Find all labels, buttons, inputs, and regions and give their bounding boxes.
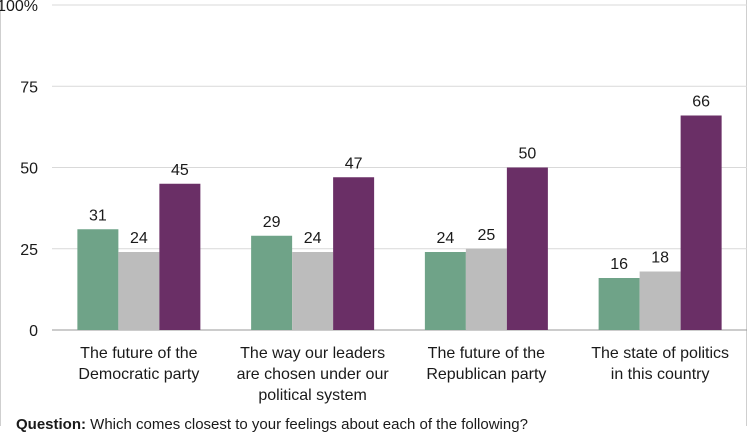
x-category-label: Republican party <box>426 366 546 383</box>
question-footnote: Question: Which comes closest to your fe… <box>16 416 528 433</box>
data-label: 50 <box>518 146 536 163</box>
x-category-label: Democratic party <box>78 366 199 383</box>
y-tick-label: 50 <box>20 161 38 178</box>
question-label: Question: <box>16 416 86 433</box>
bar <box>118 252 160 330</box>
x-category-label: are chosen under our <box>237 366 390 383</box>
data-label: 31 <box>89 207 107 224</box>
x-category-label: The way our leaders <box>240 345 385 362</box>
y-tick-label: 25 <box>20 242 38 259</box>
bar <box>159 183 201 330</box>
data-label: 24 <box>130 230 148 247</box>
bar <box>639 271 681 330</box>
data-label: 29 <box>263 214 281 231</box>
bar <box>598 278 640 330</box>
data-label: 24 <box>304 230 322 247</box>
bar <box>424 252 466 330</box>
data-label: 16 <box>610 256 628 273</box>
x-category-label: The future of the <box>428 345 546 362</box>
bar <box>506 167 548 330</box>
x-category-label: The state of politics <box>591 345 729 362</box>
data-label: 47 <box>345 155 363 172</box>
data-label: 66 <box>692 94 710 111</box>
bar <box>333 177 375 330</box>
question-text: Which comes closest to your feelings abo… <box>86 416 528 433</box>
bar <box>251 235 293 330</box>
bar <box>292 252 334 330</box>
y-tick-label: 75 <box>20 79 38 96</box>
data-label: 18 <box>651 250 669 267</box>
y-tick-label: 100% <box>0 0 38 15</box>
bar <box>77 229 119 330</box>
data-label: 25 <box>477 227 495 244</box>
data-label: 24 <box>436 230 454 247</box>
bar <box>465 248 507 330</box>
x-category-label: The future of the <box>80 345 198 362</box>
y-tick-label: 0 <box>29 323 38 340</box>
x-category-label: political system <box>258 387 366 404</box>
bar <box>680 115 722 330</box>
x-category-label: in this country <box>611 366 710 383</box>
data-label: 45 <box>171 162 189 179</box>
